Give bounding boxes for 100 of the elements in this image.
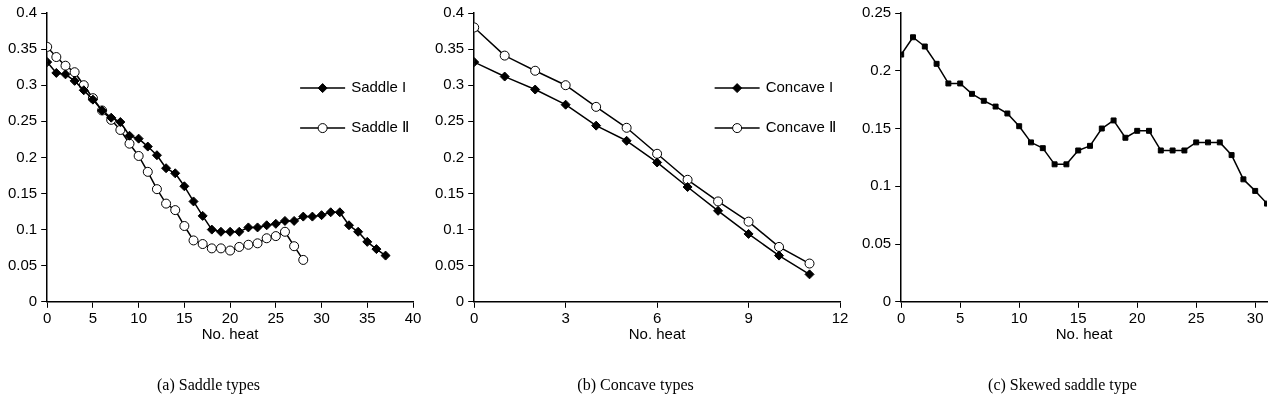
point xyxy=(945,80,952,87)
point xyxy=(1240,176,1247,183)
x-tick-label: 0 xyxy=(43,308,52,326)
point xyxy=(380,250,391,261)
point xyxy=(682,182,693,192)
x-tick-label: 20 xyxy=(1128,308,1146,326)
y-tick-label: 0.25 xyxy=(7,111,38,129)
point xyxy=(1016,123,1023,130)
y-tick-label: 0.25 xyxy=(861,3,892,21)
x-tick-label: 0 xyxy=(897,308,906,326)
y-tick-label: 0.15 xyxy=(434,183,465,201)
point xyxy=(1075,147,1082,154)
point xyxy=(298,211,309,222)
x-axis-title: No. heat xyxy=(201,324,260,342)
point xyxy=(215,243,226,254)
y-tick-label: 0 xyxy=(28,291,38,309)
point xyxy=(78,85,89,96)
point xyxy=(234,226,245,237)
point xyxy=(206,243,217,254)
point xyxy=(969,90,975,97)
point xyxy=(910,34,916,41)
x-tick-label: 10 xyxy=(130,308,147,326)
point xyxy=(1157,147,1164,154)
point xyxy=(499,71,510,82)
point xyxy=(161,163,172,174)
point xyxy=(170,205,181,216)
x-tick-label: 30 xyxy=(1246,308,1264,326)
point xyxy=(133,150,144,161)
x-tick-label: 9 xyxy=(744,308,753,326)
x-axis-title: No. heat xyxy=(1055,324,1114,342)
point xyxy=(279,226,290,237)
y-tick-label: 0.15 xyxy=(861,118,892,136)
legend-label: Concave Ⅱ xyxy=(765,118,837,136)
y-tick-label: 0.2 xyxy=(443,147,465,165)
point xyxy=(289,241,300,252)
point xyxy=(115,117,126,128)
x-tick-label: 12 xyxy=(831,308,849,326)
point xyxy=(307,211,318,222)
point xyxy=(142,166,153,177)
point xyxy=(151,184,162,195)
y-tick-label: 0.35 xyxy=(434,39,465,57)
point xyxy=(1181,147,1188,154)
point xyxy=(992,103,999,110)
point xyxy=(60,69,71,80)
point xyxy=(243,222,254,233)
point xyxy=(591,120,602,131)
y-tick-label: 0.2 xyxy=(16,147,38,165)
point xyxy=(289,215,300,226)
point xyxy=(188,196,199,207)
point xyxy=(371,244,382,255)
point xyxy=(270,231,281,242)
point xyxy=(188,235,199,246)
point xyxy=(1205,139,1211,146)
x-tick-label: 6 xyxy=(652,308,662,326)
point xyxy=(652,148,663,159)
point xyxy=(1004,110,1011,117)
x-tick-label: 25 xyxy=(267,308,285,326)
point xyxy=(1087,142,1093,149)
point xyxy=(921,43,928,50)
point xyxy=(225,226,236,237)
point xyxy=(774,241,785,252)
point xyxy=(713,205,724,216)
point xyxy=(151,150,162,161)
point xyxy=(1098,125,1105,132)
y-tick-label: 0.05 xyxy=(861,234,892,252)
point xyxy=(1228,152,1235,159)
y-tick-label: 0.1 xyxy=(870,176,892,194)
point xyxy=(1122,134,1129,141)
y-tick-label: 0.4 xyxy=(443,3,465,21)
point xyxy=(1051,161,1058,168)
point xyxy=(621,122,632,133)
point xyxy=(69,75,80,86)
point xyxy=(353,226,364,237)
point xyxy=(279,215,290,226)
point xyxy=(225,245,236,256)
point xyxy=(51,67,62,78)
y-tick-label: 0.2 xyxy=(870,60,892,78)
y-tick-label: 0.1 xyxy=(16,219,38,237)
legend-label: Saddle Ⅱ xyxy=(351,118,409,136)
point xyxy=(298,254,309,265)
point xyxy=(133,133,144,144)
x-tick-label: 35 xyxy=(358,308,376,326)
point xyxy=(682,174,693,185)
x-tick-label: 5 xyxy=(88,308,98,326)
y-tick-label: 0 xyxy=(455,291,465,309)
point xyxy=(69,67,80,78)
x-tick-label: 20 xyxy=(221,308,239,326)
point xyxy=(499,50,510,61)
point xyxy=(1063,161,1070,168)
x-tick-label: 40 xyxy=(404,308,422,326)
y-tick-label: 0 xyxy=(882,291,892,309)
point xyxy=(179,220,190,231)
point xyxy=(1039,145,1046,152)
y-tick-label: 0.4 xyxy=(16,3,38,21)
point xyxy=(60,60,71,71)
point xyxy=(591,101,602,112)
point xyxy=(197,239,208,250)
x-tick-label: 10 xyxy=(1010,308,1028,326)
point xyxy=(1110,117,1117,124)
x-tick-label: 3 xyxy=(561,308,570,326)
